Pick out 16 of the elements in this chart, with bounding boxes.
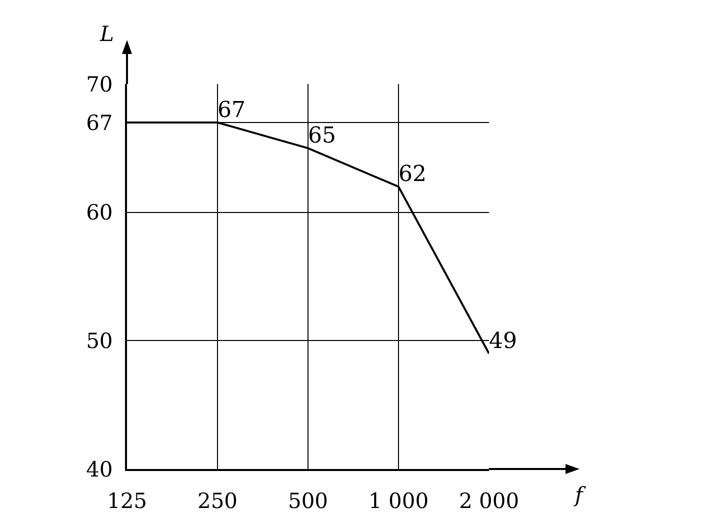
- y-tick-label: 40: [86, 457, 113, 482]
- data-label: 67: [218, 98, 246, 123]
- x-axis-title: f: [573, 483, 586, 507]
- data-label: 62: [398, 162, 426, 188]
- x-tick-label: 125: [106, 489, 148, 514]
- data-label: 65: [308, 124, 336, 149]
- x-tick-label: 250: [197, 489, 238, 514]
- y-tick-label: 50: [86, 329, 113, 354]
- x-tick-label: 1 000: [368, 489, 429, 514]
- data-label: 49: [489, 329, 517, 354]
- y-axis-title: L: [99, 22, 114, 46]
- x-tick-label: 2 000: [458, 489, 520, 514]
- y-tick-label: 67: [86, 110, 113, 135]
- x-tick-label: 500: [288, 489, 328, 514]
- y-tick-label: 70: [86, 72, 113, 96]
- y-tick-label: 60: [86, 200, 113, 225]
